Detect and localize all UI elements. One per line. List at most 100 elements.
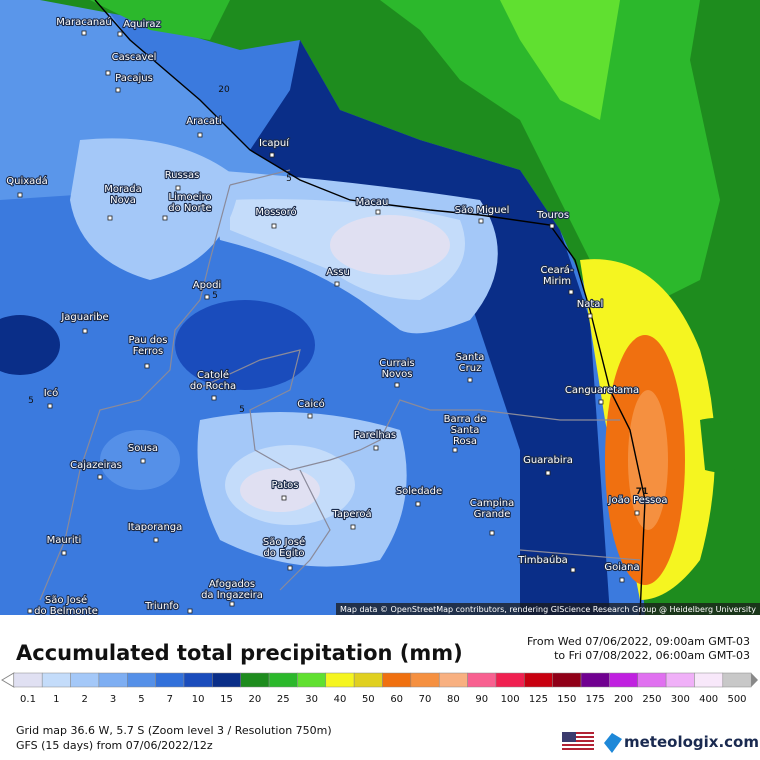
city-label: Cajazeiras xyxy=(70,460,122,471)
city-label: Parelhas xyxy=(354,430,396,441)
city-label: da Ingazeira xyxy=(201,590,263,601)
city-dot xyxy=(117,31,123,37)
city-dot xyxy=(634,510,640,516)
city-label: Jaguaribe xyxy=(60,312,108,323)
map: Maracanaú Aquiraz Cascavel Pacajus Aracati Ic… xyxy=(0,0,760,615)
scale-swatch xyxy=(183,672,213,688)
city-dot xyxy=(27,608,33,614)
city-dot xyxy=(269,152,275,158)
scale-label: 400 xyxy=(699,694,718,705)
scale-label: 40 xyxy=(334,694,347,705)
city-dot xyxy=(394,382,400,388)
city-dot xyxy=(373,445,379,451)
scale-label: 250 xyxy=(642,694,661,705)
city-dot xyxy=(82,328,88,334)
city-dot xyxy=(415,501,421,507)
scale-swatch xyxy=(155,672,185,688)
city-label: Pau dos xyxy=(129,335,168,346)
scale-label: 25 xyxy=(277,694,290,705)
city-label: Timbaúba xyxy=(517,554,568,566)
city-label: Afogados xyxy=(209,579,255,590)
scale-swatch xyxy=(212,672,241,688)
city-dot xyxy=(467,377,473,383)
scale-label: 5 xyxy=(138,694,144,705)
footer-line: Grid map 36.6 W, 5.7 S (Zoom level 3 / R… xyxy=(16,724,332,737)
footer-line: GFS (15 days) from 07/06/2022/12z xyxy=(16,739,213,752)
scale-swatch xyxy=(297,672,327,688)
city-label: Nova xyxy=(110,195,136,206)
city-label: Novos xyxy=(382,369,413,380)
city-label: Quixadá xyxy=(6,175,48,187)
city-dot xyxy=(545,470,551,476)
scale-swatch xyxy=(353,672,383,688)
scale-swatch xyxy=(495,672,525,688)
city-dot xyxy=(478,218,484,224)
city-label: São José xyxy=(45,594,87,606)
attribution: Map data © OpenStreetMap contributors, r… xyxy=(340,605,756,614)
scale-swatch xyxy=(13,672,43,688)
legend-panel: Accumulated total precipitation (mm) Fro… xyxy=(1,635,759,753)
scale-swatch xyxy=(240,672,270,688)
scale-label: 15 xyxy=(220,694,233,705)
precip-area xyxy=(330,215,450,275)
city-label: Icapuí xyxy=(259,137,290,149)
city-dot xyxy=(587,313,593,319)
contour-label: 5 xyxy=(28,396,34,406)
scale-swatch xyxy=(410,672,440,688)
city-label: Soledade xyxy=(396,486,442,497)
city-label: Morada xyxy=(104,184,141,195)
scale-swatch xyxy=(524,672,553,688)
scale-label: 7 xyxy=(167,694,173,705)
scale-label: 300 xyxy=(671,694,690,705)
city-label: Macau xyxy=(356,197,389,208)
precip-area xyxy=(0,0,300,200)
scale-swatch xyxy=(580,672,610,688)
city-dot xyxy=(619,577,625,583)
city-label: Taperoá xyxy=(331,508,371,520)
logo-icon xyxy=(604,733,622,753)
city-label: Canguaretama xyxy=(565,385,639,396)
city-dot xyxy=(175,185,181,191)
city-dot xyxy=(187,608,193,614)
city-dot xyxy=(47,403,53,409)
precip-area xyxy=(240,468,320,512)
city-dot xyxy=(197,132,203,138)
scale-label: 3 xyxy=(110,694,116,705)
city-label: Russas xyxy=(165,170,200,181)
city-label: Touros xyxy=(536,210,569,221)
city-label: Rosa xyxy=(453,436,477,447)
city-label: Santa xyxy=(456,352,485,363)
city-label: João Pessoa xyxy=(608,495,668,506)
precip-area xyxy=(0,315,60,375)
scale-swatch xyxy=(552,672,582,688)
city-label: do Norte xyxy=(168,203,211,214)
contour-label: 5 xyxy=(239,405,245,415)
city-label: do Egito xyxy=(263,548,304,559)
contour-label: 5 xyxy=(212,291,218,301)
city-label: Campina xyxy=(470,498,514,509)
scale-arrow-right xyxy=(751,673,758,687)
city-label: Mauriti xyxy=(47,535,82,546)
city-dot xyxy=(598,399,604,405)
scale-swatch xyxy=(70,672,100,688)
city-label: Mossoró xyxy=(255,206,296,218)
scale-swatch xyxy=(694,672,724,688)
scale-swatch xyxy=(325,672,355,688)
scale-arrow-left xyxy=(1,672,15,688)
city-dot xyxy=(107,215,113,221)
city-label: Caicó xyxy=(297,398,325,410)
city-dot xyxy=(287,565,293,571)
flag xyxy=(562,732,594,750)
city-label: Itaporanga xyxy=(128,522,183,533)
city-label: Natal xyxy=(577,299,603,310)
scale-label: 2 xyxy=(82,694,88,705)
city-label: Assu xyxy=(326,267,350,278)
scale-label: 90 xyxy=(475,694,488,705)
city-label: Guarabira xyxy=(523,455,573,466)
scale-label: 500 xyxy=(727,694,746,705)
city-label: Patos xyxy=(272,480,299,491)
state-border xyxy=(39,169,641,601)
city-dot xyxy=(97,474,103,480)
precip-area xyxy=(70,138,240,280)
